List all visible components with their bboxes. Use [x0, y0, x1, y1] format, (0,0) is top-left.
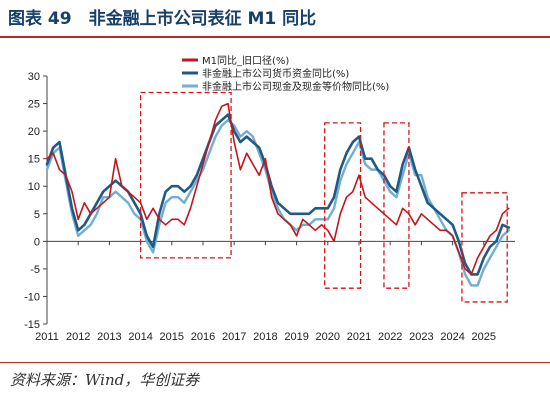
x-tick-label: 2025: [472, 331, 496, 343]
y-tick-label: 30: [28, 71, 40, 83]
x-tick-label: 2011: [35, 331, 59, 343]
chart-title: 图表 49 非金融上市公司表征 M1 同比: [8, 9, 317, 29]
series-line-2: [45, 118, 510, 287]
series-line-0: [46, 102, 510, 276]
y-tick-label: 5: [34, 209, 40, 221]
x-tick-label: 2022: [378, 331, 402, 343]
legend-label-2: 非金融上市公司现金及现金等价物同比(%): [202, 80, 389, 93]
legend-label-1: 非金融上市公司货币资金同比(%): [202, 67, 349, 80]
y-tick-label: -15: [24, 319, 40, 331]
x-tick-label: 2018: [253, 331, 277, 343]
highlight-box-3: [461, 192, 508, 303]
x-tick-label: 2012: [66, 331, 90, 343]
x-tick-label: 2024: [440, 331, 464, 343]
title-rule: [0, 36, 550, 38]
series-line-1: [45, 113, 511, 276]
highlight-box-1: [324, 122, 362, 289]
highlight-box-2: [383, 122, 410, 289]
x-tick-label: 2013: [97, 331, 121, 343]
y-tick-label: 25: [28, 99, 40, 111]
source-rule: [0, 362, 550, 363]
x-tick-label: 2014: [128, 331, 152, 343]
source-note: 资料来源：Wind，华创证券: [10, 371, 200, 389]
y-tick-label: -5: [30, 264, 40, 276]
legend-label-0: M1同比_旧口径(%): [202, 54, 289, 67]
highlight-box-0: [139, 91, 232, 259]
x-tick-label: 2019: [284, 331, 308, 343]
x-tick-label: 2015: [160, 331, 184, 343]
y-tick-label: 15: [28, 154, 40, 166]
y-tick-label: 0: [34, 236, 40, 248]
y-tick-label: 10: [28, 181, 40, 193]
x-tick-label: 2017: [222, 331, 246, 343]
y-tick-label: 20: [28, 126, 40, 138]
x-tick-label: 2023: [409, 331, 433, 343]
x-tick-label: 2016: [191, 331, 215, 343]
x-tick-label: 2021: [347, 331, 371, 343]
y-tick-label: -10: [24, 291, 40, 303]
x-tick-label: 2020: [316, 331, 340, 343]
